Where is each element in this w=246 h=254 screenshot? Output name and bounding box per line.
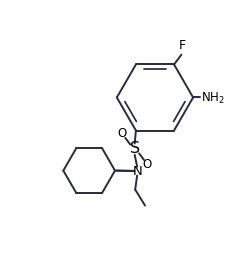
Text: S: S — [130, 141, 140, 156]
Text: NH$_2$: NH$_2$ — [201, 90, 225, 105]
Text: N: N — [132, 165, 142, 178]
Text: O: O — [142, 158, 152, 171]
Text: F: F — [179, 39, 186, 52]
Text: O: O — [118, 127, 127, 140]
